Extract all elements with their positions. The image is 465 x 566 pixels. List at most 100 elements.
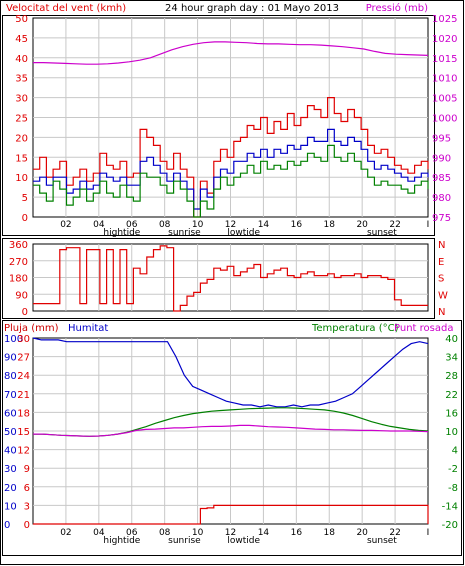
x-tick-label: 22	[389, 528, 400, 538]
rain-tick-label: 0	[24, 520, 30, 531]
temperature-tick-label: -8	[448, 483, 458, 494]
direction-tick-label: 360	[9, 240, 28, 251]
x-tick-label: 20	[356, 528, 368, 538]
pressure-tick-label: 980	[432, 193, 451, 204]
event-label-lowtide: lowtide	[227, 536, 260, 546]
x-tick-label: 04	[93, 220, 105, 230]
x-tick-label: 10	[192, 220, 204, 230]
temperature-axis-title: Temperatura (°C)	[311, 323, 399, 334]
wind-speed-tick-label: 30	[15, 94, 28, 105]
x-tick-label: 10	[192, 528, 204, 538]
x-tick-label: 18	[324, 528, 336, 538]
rain-tick-label: 9	[24, 464, 30, 475]
x-tick-label: 08	[159, 220, 171, 230]
dewpoint-axis-title: Punt rosada	[394, 323, 453, 334]
temperature-tick-label: 22	[445, 390, 458, 401]
wind-speed-tick-label: 0	[22, 213, 28, 224]
x-tick-label: 02	[60, 528, 71, 538]
wind-speed-tick-label: 50	[15, 14, 28, 25]
rain-tick-label: 27	[17, 353, 30, 364]
x-tick-label: 06	[126, 528, 138, 538]
pressure-tick-label: 995	[432, 133, 451, 144]
event-label-sunset: sunset	[367, 536, 397, 546]
event-label-lowtide: lowtide	[227, 228, 260, 238]
humidity-tick-label: 60	[4, 408, 17, 419]
compass-tick-label: S	[438, 274, 444, 285]
rain-tick-label: 30	[17, 334, 30, 345]
pressure-tick-label: 975	[432, 213, 451, 224]
series-line-gust	[33, 97, 429, 218]
rain-axis-title: Pluja (mm)	[4, 323, 59, 334]
event-label-sunrise: sunrise	[168, 228, 201, 238]
pressure-tick-label: 1005	[432, 94, 457, 105]
rain-tick-label: 6	[24, 483, 30, 494]
temperature-tick-label: -20	[442, 520, 458, 531]
rain-tick-label: 24	[17, 371, 30, 382]
humidity-tick-label: 50	[4, 427, 17, 438]
x-tick-label: 12	[225, 220, 236, 230]
humidity-axis-title: Humitat	[68, 323, 108, 334]
humidity-tick-label: 30	[4, 464, 17, 475]
rain-tick-label: 18	[17, 408, 30, 419]
x-tick-label: 06	[126, 220, 138, 230]
series-line-average	[33, 128, 429, 210]
temperature-tick-label: 10	[445, 427, 458, 438]
x-tick-label: 20	[356, 220, 368, 230]
event-label-hightide: hightide	[103, 228, 140, 238]
temperature-tick-label: 4	[452, 446, 458, 457]
plot-layer	[32, 41, 429, 525]
pressure-tick-label: 985	[432, 173, 451, 184]
humidity-tick-label: 20	[4, 483, 17, 494]
wind-speed-tick-label: 25	[15, 114, 28, 125]
series-line-humidity	[32, 337, 429, 408]
chart-title: 24 hour graph day : 01 Mayo 2013	[165, 3, 339, 14]
wind-panel-frame	[2, 15, 435, 236]
wind-speed-tick-label: 20	[15, 133, 28, 144]
x-tick-label: I	[427, 220, 430, 230]
x-tick-label: 12	[225, 528, 236, 538]
humidity-tick-label: 80	[4, 371, 17, 382]
wind-speed-tick-label: 10	[15, 173, 28, 184]
rain-tick-label: 21	[17, 390, 30, 401]
direction-tick-label: 90	[15, 290, 28, 301]
grid-layer	[32, 17, 429, 525]
direction-tick-label: 0	[22, 307, 28, 318]
x-tick-label: 22	[389, 220, 400, 230]
pressure-tick-label: 1020	[432, 34, 457, 45]
temperature-panel-frame	[2, 320, 462, 556]
rain-tick-label: 15	[17, 427, 30, 438]
series-line-rain	[33, 504, 429, 525]
direction-tick-label: 180	[9, 274, 28, 285]
wind-speed-tick-label: 15	[15, 153, 28, 164]
humidity-tick-label: 10	[4, 501, 17, 512]
label-layer: 0510152025303540455097598098599099510001…	[4, 14, 458, 546]
temperature-tick-label: -2	[448, 464, 458, 475]
compass-tick-label: W	[438, 290, 448, 301]
temperature-tick-label: 16	[445, 408, 458, 419]
x-tick-label: 14	[258, 220, 270, 230]
pressure-tick-label: 1000	[432, 114, 457, 125]
pressure-tick-label: 1010	[432, 74, 457, 85]
temperature-tick-label: 40	[445, 334, 458, 345]
x-tick-label: 16	[291, 528, 303, 538]
compass-tick-label: E	[438, 257, 444, 268]
compass-tick-label: N	[438, 240, 445, 251]
pressure-tick-label: 990	[432, 153, 451, 164]
wind-speed-tick-label: 35	[15, 74, 28, 85]
direction-panel-frame	[2, 238, 435, 319]
event-label-hightide: hightide	[103, 536, 140, 546]
direction-tick-label: 270	[9, 257, 28, 268]
pressure-tick-label: 1025	[432, 14, 457, 25]
x-tick-label: 14	[258, 528, 270, 538]
series-line-dewpoint	[33, 424, 429, 437]
pressure-axis-title: Pressió (mb)	[366, 2, 428, 14]
wind-speed-tick-label: 45	[15, 34, 28, 45]
temperature-tick-label: -14	[442, 501, 458, 512]
humidity-tick-label: 90	[4, 353, 17, 364]
compass-tick-label: N	[438, 307, 445, 318]
wind-speed-tick-label: 40	[15, 54, 28, 65]
temperature-tick-label: 28	[445, 371, 458, 382]
